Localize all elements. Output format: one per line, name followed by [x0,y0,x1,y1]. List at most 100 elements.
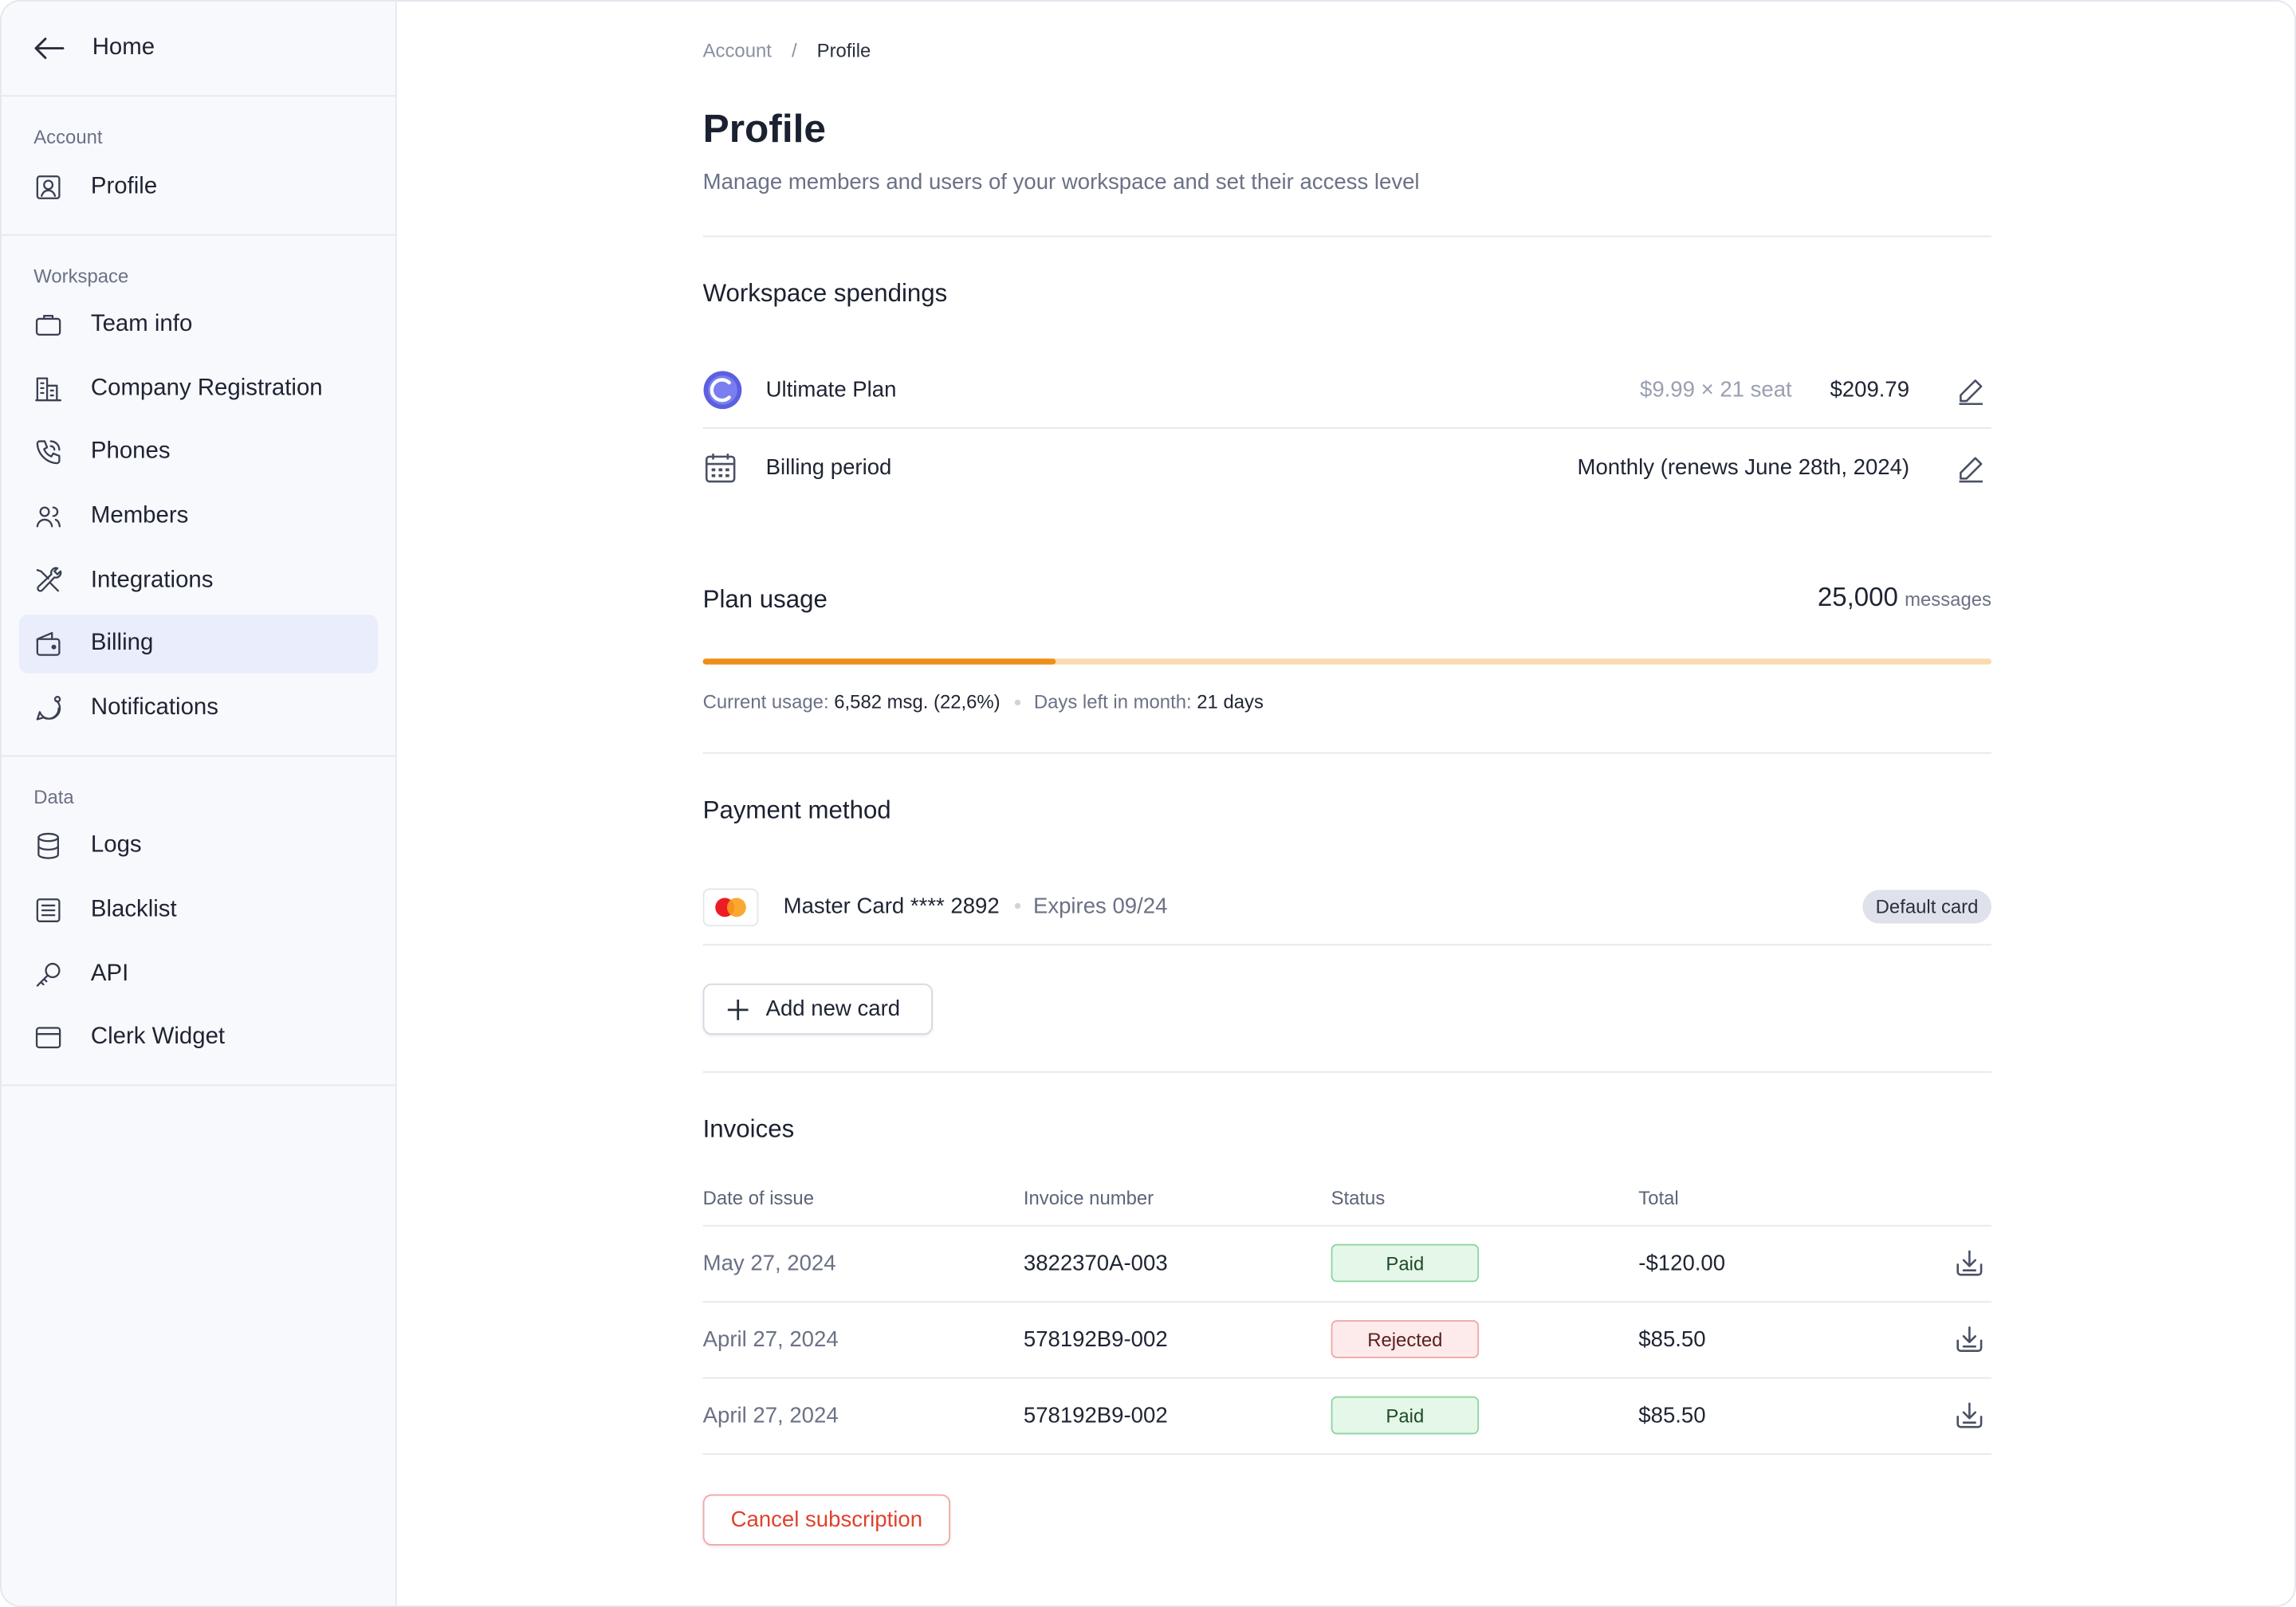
nav-icon [35,377,62,401]
nav-item[interactable]: Blacklist [19,881,378,939]
graphic [36,506,61,528]
graphic [36,973,49,986]
invoice-date: May 27, 2024 [702,1250,836,1276]
back-icon [34,37,65,59]
nav-section: Workspace Team info Company Registration Ph… [1,235,395,756]
edit-button[interactable] [1956,453,1986,482]
page-title: Profile [702,107,826,151]
graphic [36,898,61,922]
section-title: Invoices [702,1115,795,1143]
nav-item[interactable]: Logs [19,817,378,875]
section-title: Workspace spendings [702,279,948,308]
nav-item-label: Company Registration [90,375,323,401]
download-button[interactable] [1955,1325,1984,1354]
divider [702,944,1991,946]
divider [702,235,1991,238]
calendar-icon [705,453,736,482]
days-value: 21 days [1197,690,1264,713]
graphic [37,837,60,860]
usage-total-value: 25,000 [1817,582,1898,612]
usage-unit: messages [1905,588,1991,611]
nav-item[interactable]: Profile [19,158,378,216]
invoice-number: 578192B9-002 [1023,1402,1168,1428]
status-badge: Paid [1331,1244,1480,1283]
graphic [718,473,723,477]
status-cell: Paid [1331,1225,1480,1301]
usage-value: 6,582 msg. (22,6%) [834,690,1001,713]
breadcrumb-separator: / [791,39,797,62]
add-card-label: Add new card [765,996,901,1022]
download-cell [1955,1301,1984,1377]
graphic [705,454,736,482]
divider [702,1071,1991,1073]
nav-item-label: Profile [90,173,158,198]
graphic [726,897,746,917]
nav-icon [36,695,61,721]
nav-item[interactable]: Phones [19,423,378,481]
graphic [36,962,61,986]
graphic [45,962,61,978]
home-label: Home [92,35,155,61]
nav-section-title: Workspace [33,264,129,287]
graphic [725,467,729,471]
graphic [35,318,61,336]
status-badge: Rejected [1331,1320,1480,1358]
graphic [711,467,729,477]
nav-item[interactable]: Integrations [19,551,378,609]
download-button[interactable] [1955,1401,1984,1430]
graphic [35,1027,61,1049]
graphic [1959,456,1983,482]
usage-label: Current usage: [702,690,829,713]
nav-item[interactable]: Members [19,487,378,545]
billing-row: Billing period Monthly (renews June 28th… [703,448,1991,488]
cancel-subscription-button[interactable]: Cancel subscription [702,1494,951,1546]
usage-total: 25,000 messages [703,583,1991,614]
plan-detail: $9.99 × 21 seat [1639,377,1792,403]
graphic [36,175,61,199]
nav-sections: Account Profile Workspace Team info Company … [1,96,395,1086]
edit-button[interactable] [1956,375,1986,405]
plan-amount: $209.79 [1830,377,1910,403]
invoice-date: April 27, 2024 [702,1326,839,1352]
graphic [711,467,716,471]
nav-item[interactable]: Team info [19,296,378,354]
invoice-total: $85.50 [1638,1402,1706,1428]
nav-section-title: Account [33,125,103,148]
add-card-button[interactable]: Add new card [702,983,933,1035]
home-link[interactable]: Home [1,2,395,97]
nav-item[interactable]: Clerk Widget [19,1008,378,1067]
nav-item[interactable]: API [19,945,378,1003]
invoice-date: April 27, 2024 [702,1402,839,1428]
nav-icon [37,833,60,860]
nav-item-label: Billing [90,631,154,656]
breadcrumb-item[interactable]: Account [702,39,772,62]
graphic [1959,379,1983,405]
graphic [725,473,729,477]
nav-item-label: Clerk Widget [90,1024,226,1050]
column-header: Total [1638,1187,1679,1209]
nav-item[interactable]: Billing [18,615,378,674]
graphic [37,833,60,843]
nav-icon [36,898,61,922]
invoice-number: 578192B9-002 [1023,1326,1168,1352]
graphic [36,699,61,721]
graphic [35,377,62,401]
nav-item-label: Notifications [90,694,218,720]
download-button[interactable] [1955,1248,1984,1278]
nav-icon [36,632,61,657]
usage-details: Current usage: 6,582 msg. (22,6%) Days le… [703,691,1264,713]
graphic [36,898,61,922]
billing-value: Monthly (renews June 28th, 2024) [1577,455,1910,481]
nav-item[interactable]: Notifications [19,678,378,737]
plus-icon [727,999,749,1020]
invoice-total: -$120.00 [1638,1250,1726,1276]
graphic [36,632,61,657]
graphic [51,644,57,650]
graphic [43,179,54,190]
graphic [36,441,61,465]
nav-item[interactable]: Company Registration [19,360,378,418]
column-header: Status [1331,1187,1386,1209]
graphic [36,695,61,721]
